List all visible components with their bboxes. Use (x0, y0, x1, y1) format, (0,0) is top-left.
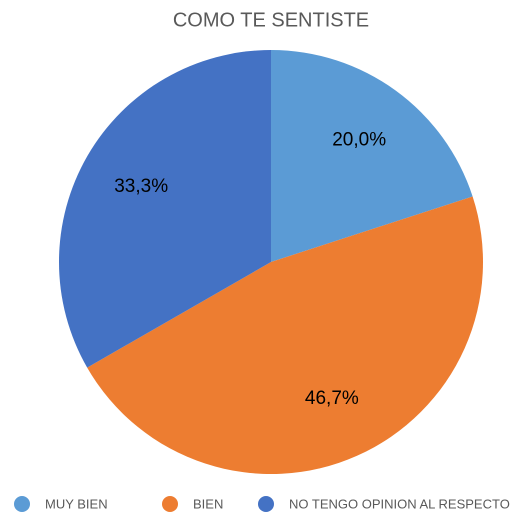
legend-marker (258, 496, 274, 512)
pie-slice (271, 50, 473, 262)
data-label: 33,3% (114, 176, 168, 197)
legend-marker (14, 496, 30, 512)
data-label: 46,7% (305, 388, 359, 409)
chart-title: COMO TE SENTISTE (173, 9, 369, 31)
legend-label: NO TENGO OPINION AL RESPECTO (289, 496, 510, 511)
data-label: 20,0% (332, 130, 386, 151)
legend-marker (162, 496, 178, 512)
legend-label: MUY BIEN (45, 496, 108, 511)
pie-slice (58, 50, 271, 368)
legend-label: BIEN (193, 496, 223, 511)
pie-slice (87, 196, 483, 474)
